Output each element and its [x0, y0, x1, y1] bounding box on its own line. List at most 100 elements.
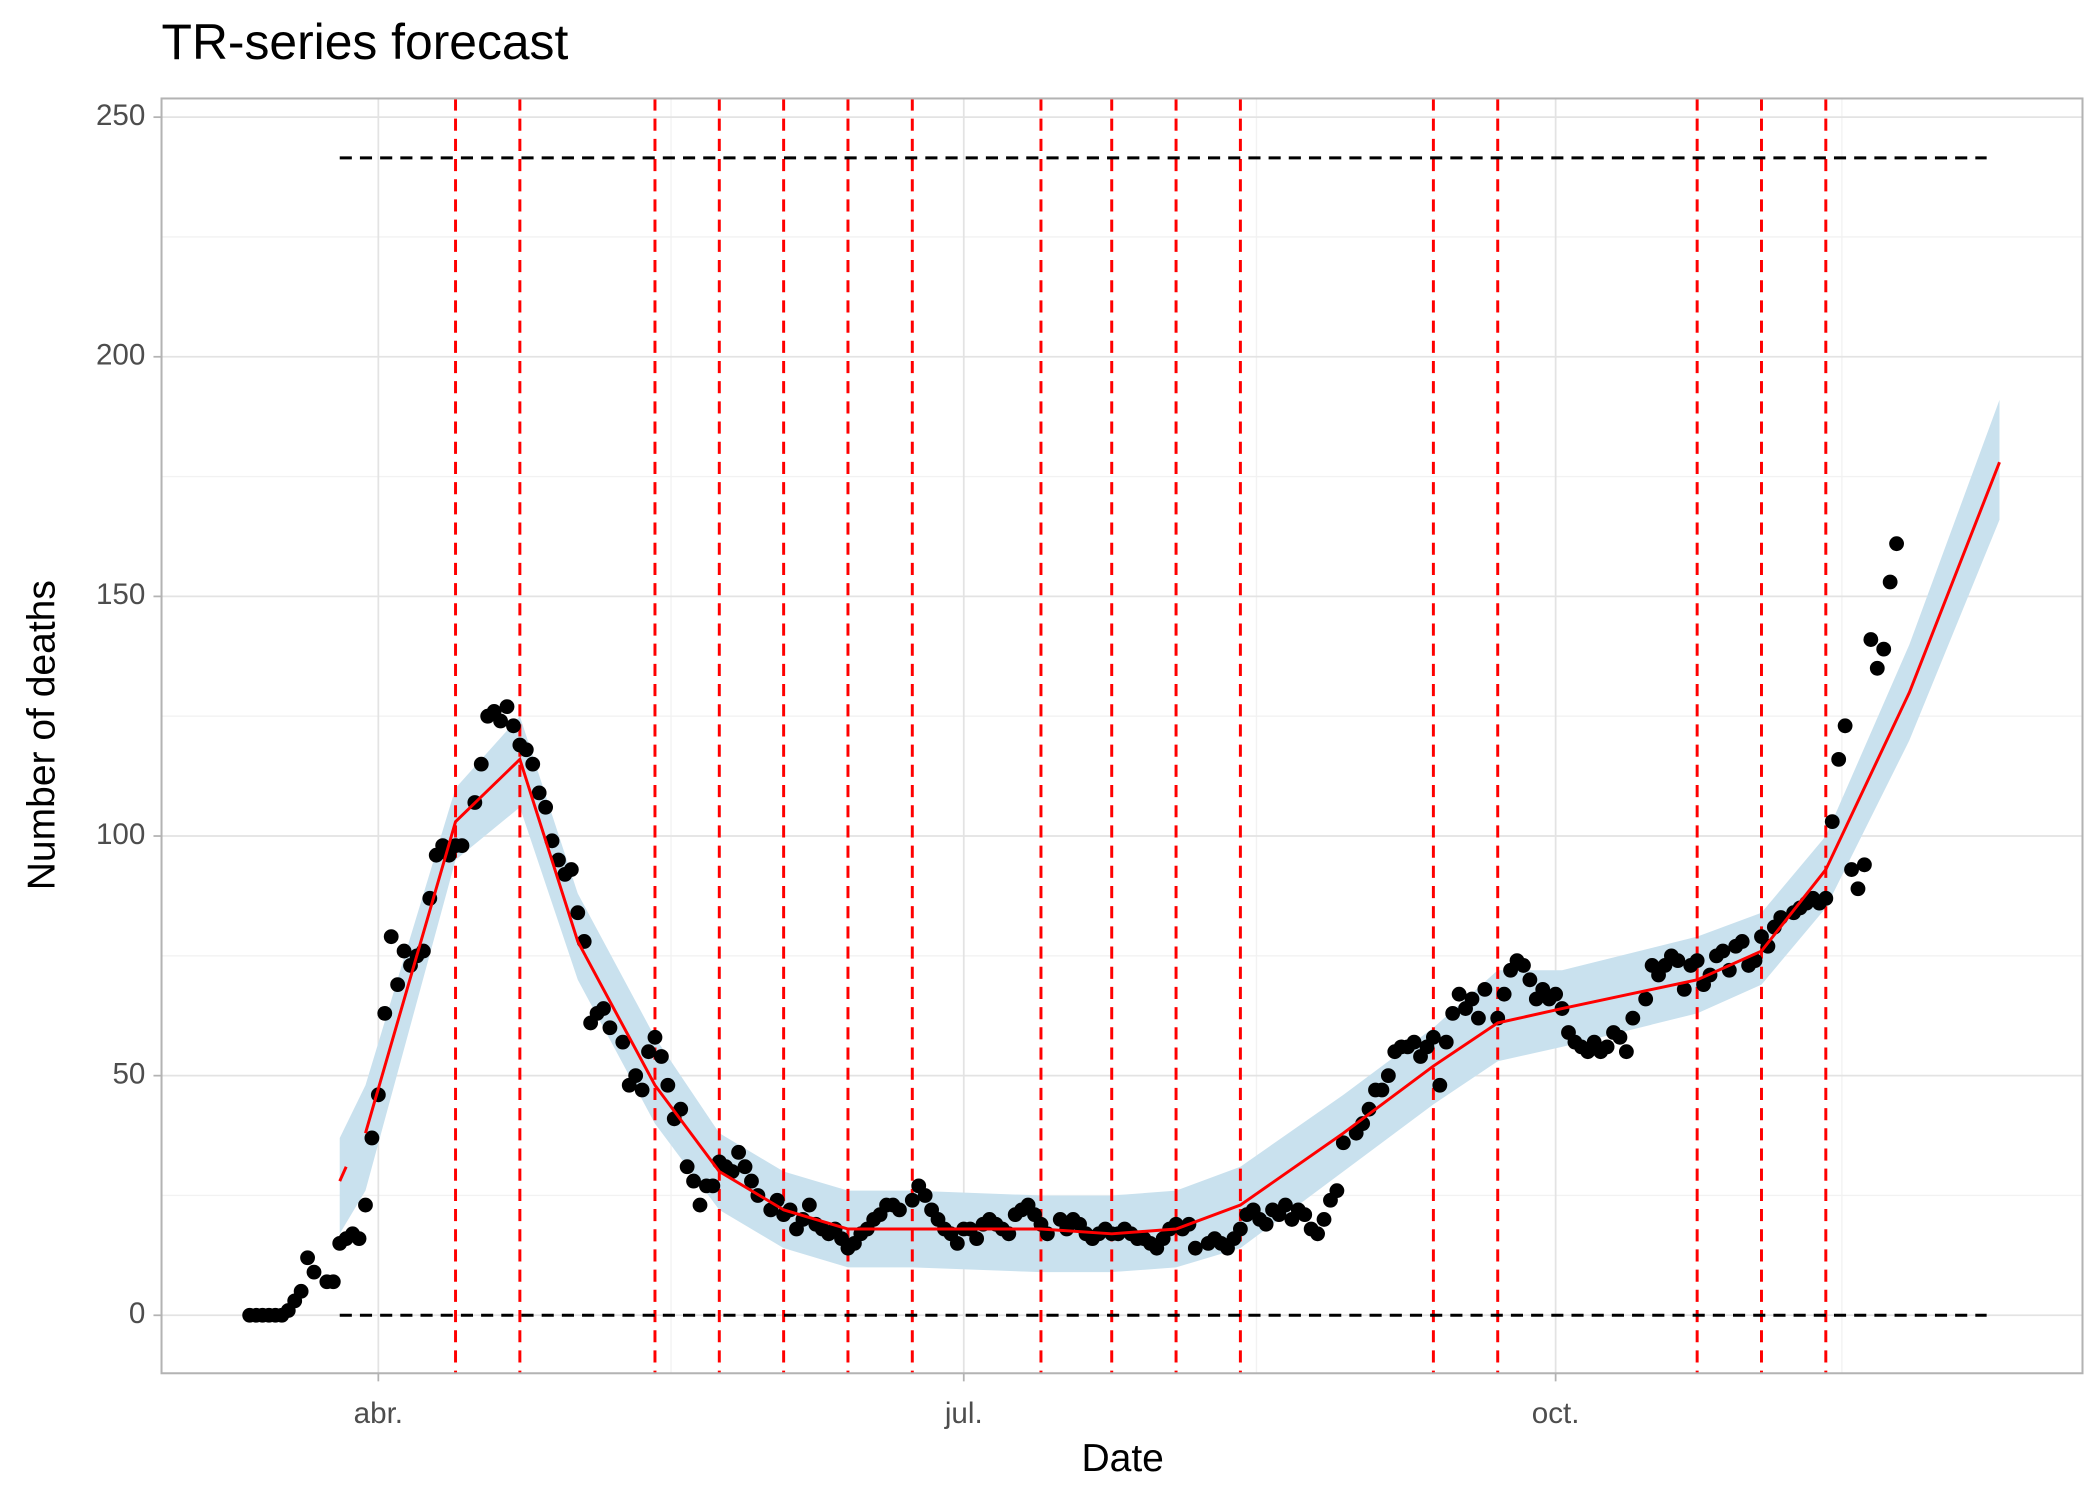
data-point — [1496, 986, 1512, 1002]
x-tick-label: jul. — [944, 1397, 983, 1430]
data-point — [551, 852, 566, 868]
data-point — [969, 1231, 985, 1247]
data-point — [596, 1001, 611, 1016]
data-point — [1638, 991, 1654, 1007]
data-point — [892, 1202, 907, 1218]
data-point — [1445, 1005, 1461, 1021]
data-point — [660, 1077, 676, 1093]
data-point — [454, 838, 470, 854]
data-point — [506, 718, 521, 734]
data-point — [653, 1049, 669, 1064]
data-point — [1438, 1034, 1454, 1050]
data-point — [1863, 632, 1879, 647]
x-tick-label: oct. — [1532, 1397, 1580, 1430]
data-point — [1676, 981, 1692, 997]
data-point — [1548, 986, 1564, 1002]
data-point — [1715, 943, 1731, 959]
data-point — [904, 1192, 920, 1208]
x-tick-label: abr. — [354, 1397, 403, 1430]
data-point — [1187, 1240, 1203, 1256]
data-point — [383, 929, 399, 945]
data-point — [1477, 981, 1493, 997]
data-point — [306, 1264, 322, 1280]
data-point — [1625, 1010, 1641, 1026]
data-point — [1869, 660, 1885, 676]
data-point — [358, 1197, 373, 1213]
data-point — [1882, 574, 1898, 590]
data-point — [518, 742, 534, 758]
data-point — [731, 1144, 747, 1160]
data-point — [1471, 1010, 1486, 1026]
data-point — [364, 1130, 380, 1146]
data-point — [1278, 1197, 1293, 1213]
data-point — [1612, 1029, 1628, 1045]
data-point — [1857, 857, 1872, 873]
data-point — [1451, 986, 1467, 1002]
data-point — [1773, 910, 1789, 925]
data-point — [300, 1250, 315, 1266]
data-point — [1670, 953, 1686, 969]
data-point — [615, 1034, 631, 1050]
data-point — [1734, 934, 1750, 949]
data-point — [1297, 1207, 1313, 1223]
data-point — [634, 1082, 650, 1098]
y-axis-title: Number of deaths — [21, 580, 64, 890]
data-point — [1889, 536, 1904, 552]
data-point — [531, 785, 547, 801]
data-point — [737, 1159, 753, 1175]
plot-border — [160, 97, 2084, 1375]
data-point — [1850, 881, 1866, 897]
data-point — [1380, 1068, 1396, 1084]
y-tick-label: 250 — [96, 99, 145, 132]
data-point — [499, 699, 515, 715]
data-point — [647, 1029, 663, 1045]
data-point — [1329, 1183, 1345, 1199]
data-point — [538, 799, 554, 815]
data-point — [351, 1231, 367, 1247]
fit-line — [338, 1166, 348, 1182]
data-point — [1599, 1039, 1615, 1055]
data-point — [1374, 1082, 1390, 1098]
data-point — [1618, 1044, 1634, 1060]
data-point — [692, 1197, 708, 1213]
y-tick-label: 50 — [112, 1057, 145, 1090]
fit-line — [364, 461, 2001, 1236]
data-point — [628, 1068, 644, 1084]
data-point — [1689, 953, 1705, 969]
data-point — [1232, 1221, 1248, 1237]
data-point — [1837, 718, 1853, 734]
data-point — [1406, 1034, 1422, 1050]
data-point — [325, 1274, 341, 1290]
y-tick-label: 150 — [96, 578, 145, 611]
data-point — [1464, 991, 1480, 1007]
data-point — [377, 1005, 393, 1021]
data-point — [1335, 1135, 1351, 1151]
data-point — [744, 1173, 759, 1189]
data-point — [641, 1044, 656, 1060]
data-point — [686, 1173, 701, 1189]
data-point — [493, 713, 508, 729]
data-point — [1824, 814, 1840, 830]
y-tick-label: 0 — [129, 1297, 145, 1330]
x-axis-title: Date — [1081, 1437, 1163, 1480]
data-point — [602, 1020, 618, 1036]
data-point — [724, 1164, 740, 1179]
data-point — [705, 1178, 721, 1194]
data-point — [570, 905, 586, 921]
data-point — [1844, 862, 1859, 877]
data-point — [1432, 1077, 1448, 1093]
data-point — [563, 862, 579, 877]
data-point — [390, 977, 406, 993]
chart-title: TR-series forecast — [162, 14, 569, 70]
y-tick-label: 200 — [96, 339, 145, 372]
data-point — [396, 943, 412, 959]
data-point — [1831, 751, 1847, 767]
data-point — [1258, 1216, 1274, 1232]
data-point — [1316, 1212, 1332, 1227]
data-point — [1516, 958, 1531, 973]
plot: 0 50 100 150 200 250 abr. jul. oct. — [96, 97, 2084, 1430]
data-point — [949, 1235, 965, 1251]
data-point — [1425, 1029, 1441, 1045]
data-point — [1310, 1226, 1325, 1242]
